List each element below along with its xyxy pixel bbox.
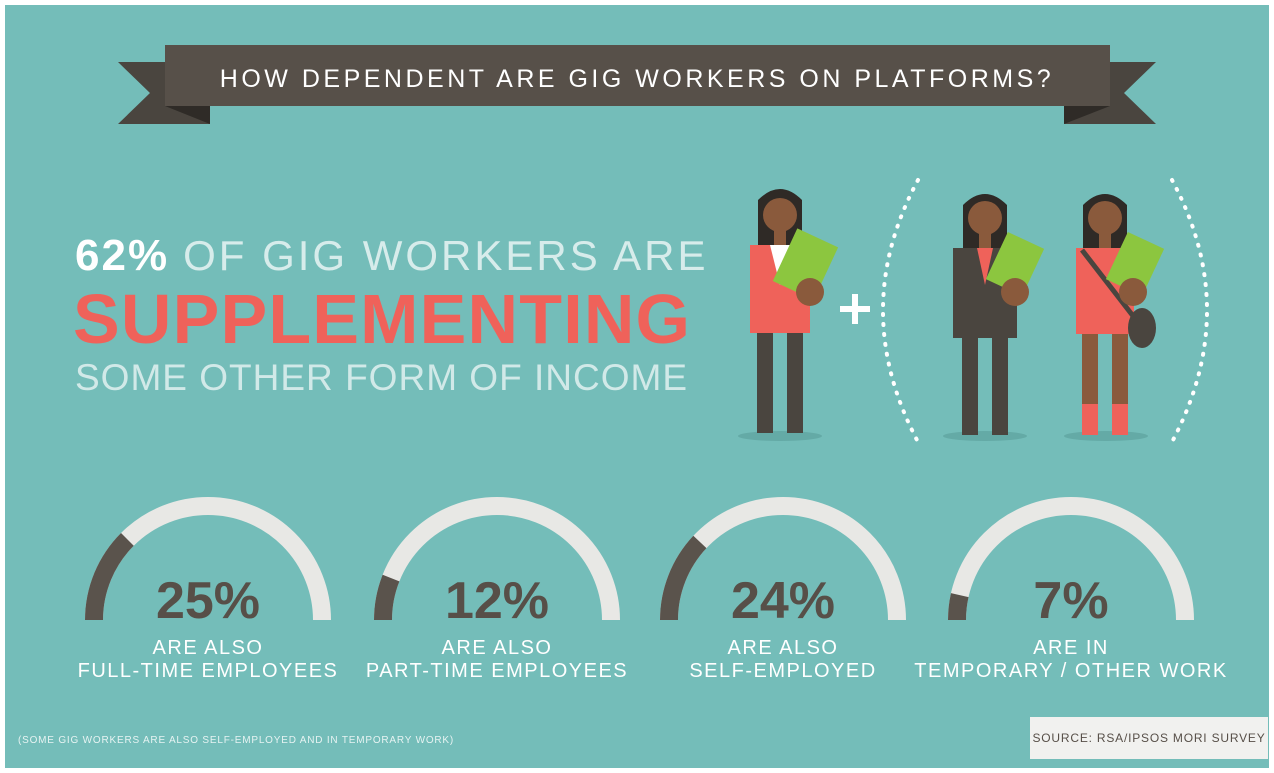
gauge-caption-1: ARE ALSO: [442, 637, 553, 659]
gauge-caption-2: PART-TIME EMPLOYEES: [366, 660, 628, 682]
gauge-track: [948, 497, 1194, 621]
lead-rest: OF GIG WORKERS ARE: [183, 232, 708, 279]
gauge-value-label: 25%: [156, 572, 260, 630]
gauge-value-label: 24%: [731, 572, 835, 630]
headline-lead: 62% OF GIG WORKERS ARE: [75, 231, 708, 280]
lead-strong: 62%: [75, 231, 169, 280]
gauge-value-arc: [660, 535, 707, 621]
gauge-caption-2: FULL-TIME EMPLOYEES: [78, 660, 339, 682]
gauge-value-label: 12%: [445, 572, 549, 630]
source-box: [1030, 717, 1268, 759]
headline-emphasis: SUPPLEMENTING: [73, 280, 691, 358]
gauge-track: [374, 497, 620, 621]
gauge-caption-2: SELF-EMPLOYED: [689, 660, 876, 682]
gauge-value-arc: [85, 533, 134, 621]
banner-ribbon: [118, 45, 1156, 124]
illustration: [738, 178, 1209, 444]
source: SOURCE: RSA/IPSOS MORI SURVEY: [1032, 731, 1265, 745]
gauge-caption-2: TEMPORARY / OTHER WORK: [914, 660, 1227, 682]
gauge-caption-1: ARE IN: [1033, 637, 1109, 659]
gauge-value-arc: [948, 593, 969, 621]
background: [5, 5, 1269, 768]
banner-title: HOW DEPENDENT ARE GIG WORKERS ON PLATFOR…: [220, 65, 1054, 93]
footnote: (SOME GIG WORKERS ARE ALSO SELF-EMPLOYED…: [18, 735, 454, 746]
headline-tail: SOME OTHER FORM OF INCOME: [75, 357, 690, 398]
gauge-caption-1: ARE ALSO: [728, 637, 839, 659]
gauge-caption-1: ARE ALSO: [153, 637, 264, 659]
gauge-value-label: 7%: [1033, 572, 1108, 630]
gauge-value-arc: [374, 574, 400, 621]
